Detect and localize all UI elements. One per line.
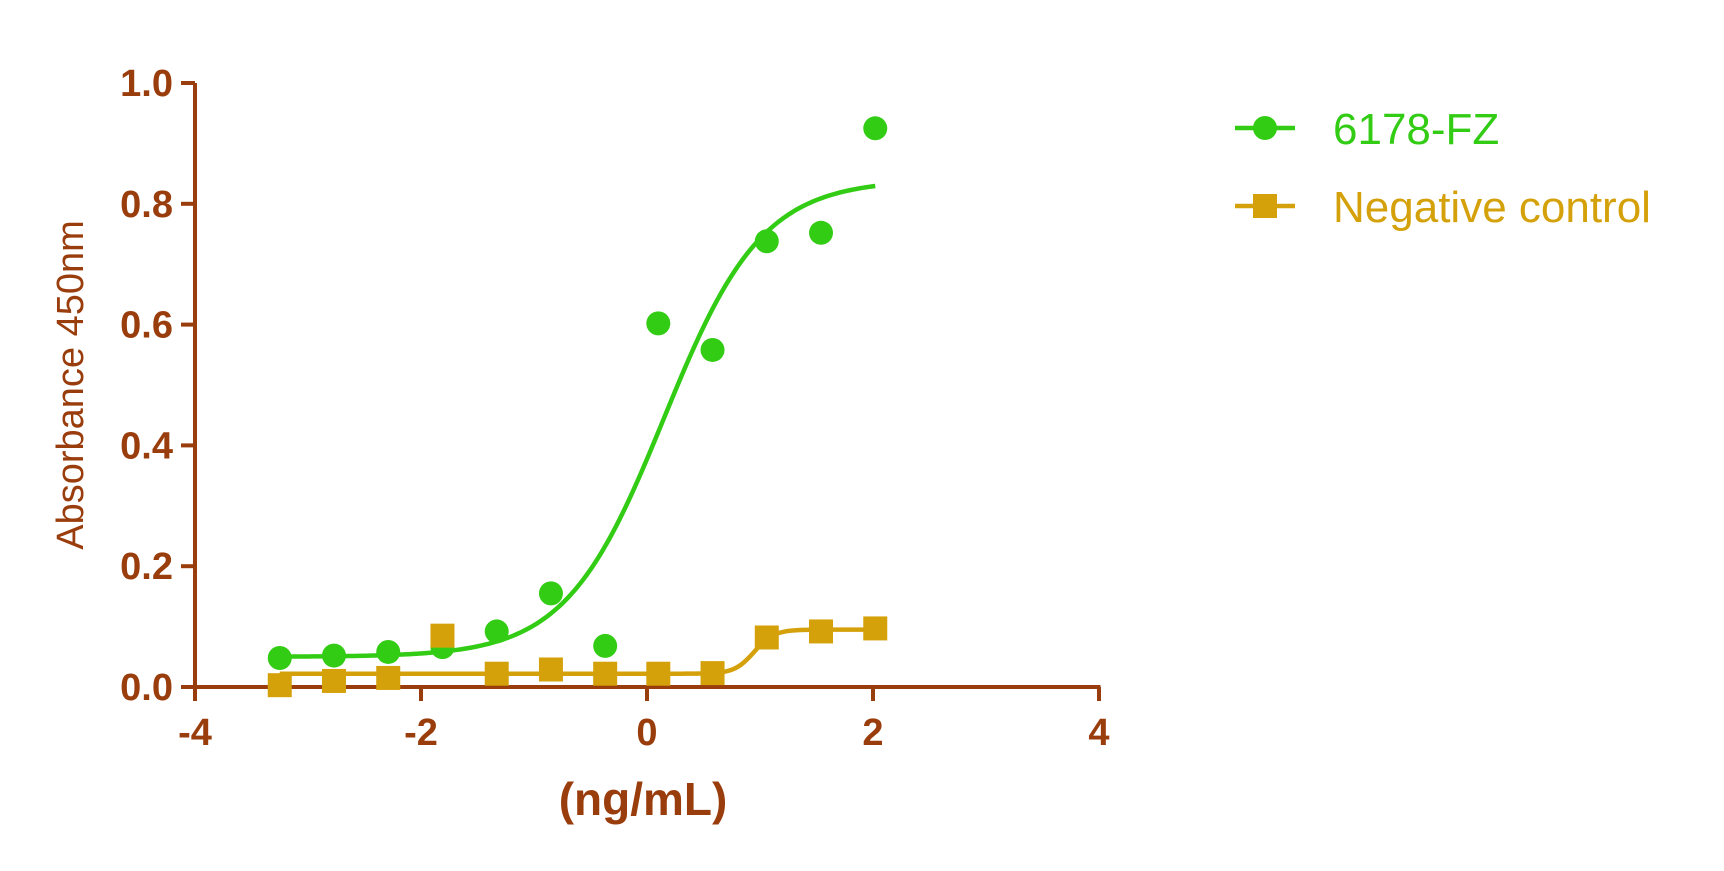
x-tick-label: -4 <box>178 712 212 754</box>
data-point <box>809 220 834 245</box>
legend-label: 6178-FZ <box>1333 105 1499 154</box>
data-point <box>376 665 401 690</box>
x-tick-label: 0 <box>636 712 657 754</box>
data-points <box>267 116 888 698</box>
fit-curve <box>279 183 876 659</box>
data-point <box>646 311 671 336</box>
data-point <box>863 116 888 141</box>
y-tick-label: 0.2 <box>120 546 173 588</box>
fit-curves <box>279 183 876 676</box>
data-point <box>538 657 563 682</box>
data-point <box>321 643 346 668</box>
x-axis-label: (ng/mL) <box>559 773 728 825</box>
data-point <box>484 619 509 644</box>
data-point <box>809 619 834 644</box>
data-point <box>754 625 779 650</box>
legend-marker <box>1253 116 1277 140</box>
y-tick-label: 1.0 <box>120 63 173 105</box>
y-tick-label: 0.0 <box>120 667 173 709</box>
legend-marker <box>1253 194 1277 218</box>
legend-item: Negative control <box>1235 183 1651 232</box>
data-point <box>754 229 779 254</box>
fit-curve <box>279 627 876 676</box>
legend-label: Negative control <box>1333 183 1651 232</box>
legend: 6178-FZ Negative control <box>1235 105 1651 232</box>
x-tick-label: 2 <box>862 712 883 754</box>
x-tick-label: -2 <box>404 712 438 754</box>
data-point <box>538 581 563 606</box>
y-tick-label: 0.6 <box>120 305 173 347</box>
data-point <box>376 639 401 664</box>
data-point <box>321 668 346 693</box>
legend-item: 6178-FZ <box>1235 105 1499 154</box>
y-axis-label: Absorbance 450nm <box>50 220 92 550</box>
x-tick-label: 4 <box>1088 712 1109 754</box>
data-point <box>430 623 455 648</box>
data-point <box>267 646 292 671</box>
data-point <box>700 337 725 362</box>
data-point <box>593 661 618 686</box>
data-point <box>484 661 509 686</box>
data-point <box>593 633 618 658</box>
data-point <box>700 661 725 686</box>
axes: 0.0 0.2 0.4 0.6 0.8 1.0 -4 -2 0 2 4 <box>120 63 1109 754</box>
y-tick-label: 0.4 <box>120 425 173 467</box>
data-point <box>267 673 292 698</box>
data-point <box>863 616 888 641</box>
y-tick-label: 0.8 <box>120 184 173 226</box>
data-point <box>646 661 671 686</box>
